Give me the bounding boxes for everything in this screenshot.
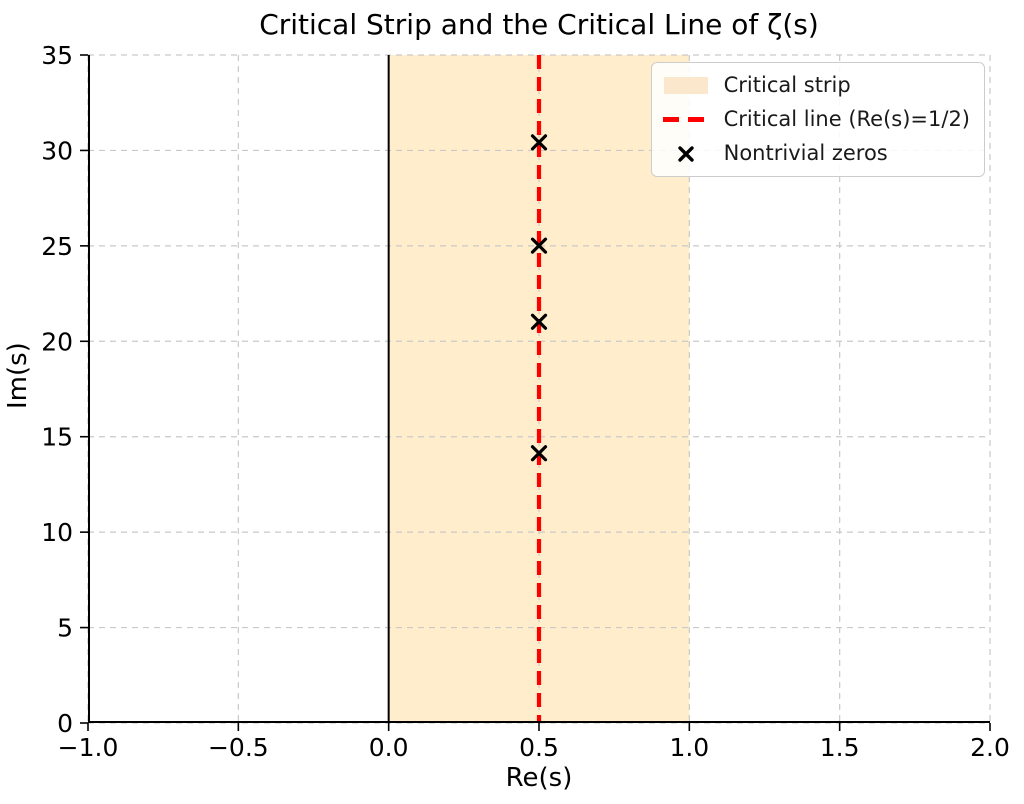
dashed-line-swatch-icon <box>662 117 709 122</box>
plot-area: −1.0 −0.5 0.0 0.5 1.0 1.5 2.0 0 5 10 15 20 25 30 35 Cr… <box>41 41 1010 762</box>
x-tick-label: 0.5 <box>519 733 559 762</box>
chart-title: Critical Strip and the Critical Line of … <box>259 8 819 41</box>
x-axis-label: Re(s) <box>505 763 573 793</box>
y-tick-label: 35 <box>41 41 73 70</box>
y-axis-label: Im(s) <box>3 342 33 409</box>
x-marker-icon <box>676 144 696 164</box>
y-tick-label: 25 <box>41 232 73 261</box>
nontrivial-zero-marker <box>530 445 548 462</box>
nontrivial-zero-marker <box>530 313 548 330</box>
y-tick-label: 20 <box>41 327 73 356</box>
nontrivial-zero-marker <box>530 237 548 254</box>
x-tick-label: −1.0 <box>58 733 119 762</box>
y-tick-label: 10 <box>41 518 73 547</box>
nontrivial-zero-marker <box>530 134 548 151</box>
legend: Critical strip Critical line (Re(s)=1/2)… <box>650 62 985 177</box>
plot-canvas: −1.0 −0.5 0.0 0.5 1.0 1.5 2.0 0 5 10 15 20 25 30 35 <box>41 41 1010 762</box>
y-tick-label: 5 <box>57 614 73 643</box>
x-tick-label: 1.0 <box>669 733 709 762</box>
critical-strip-swatch-icon <box>663 77 708 94</box>
x-tick-label: 1.5 <box>820 733 860 762</box>
y-tick-label: 30 <box>41 136 73 165</box>
y-tick-label: 15 <box>41 423 73 452</box>
legend-item-critical-strip: Critical strip <box>662 72 970 99</box>
x-tick-label: 2.0 <box>970 733 1010 762</box>
legend-label: Critical strip <box>723 73 851 97</box>
x-tick-label: −0.5 <box>208 733 269 762</box>
legend-label: Nontrivial zeros <box>723 141 888 165</box>
legend-item-nontrivial-zeros: Nontrivial zeros <box>662 140 970 167</box>
legend-item-critical-line: Critical line (Re(s)=1/2) <box>662 106 970 133</box>
x-tick-label: 0.0 <box>369 733 409 762</box>
y-tick-label: 0 <box>57 709 73 738</box>
legend-label: Critical line (Re(s)=1/2) <box>723 107 970 131</box>
